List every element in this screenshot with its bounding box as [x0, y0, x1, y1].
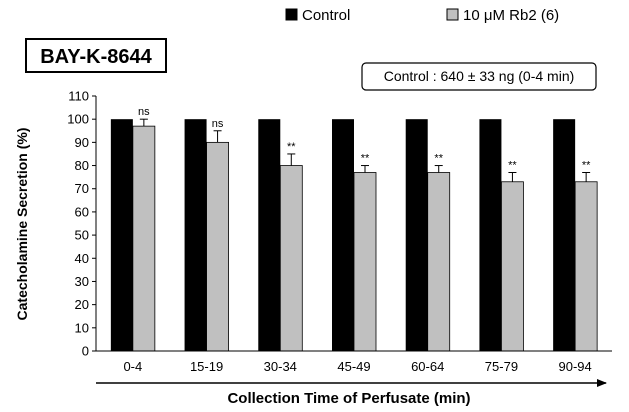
x-axis-title: Collection Time of Perfusate (min): [227, 390, 470, 407]
significance-label: ns: [138, 106, 150, 118]
bar-control: [553, 119, 576, 351]
bar-control: [258, 119, 281, 351]
legend-swatch-rb2: [446, 8, 459, 21]
panel-label-text: BAY-K-8644: [40, 46, 152, 68]
y-tick-label: 40: [75, 251, 89, 266]
bar-control: [405, 119, 428, 351]
significance-label: **: [434, 153, 443, 165]
x-tick-label: 15-19: [190, 359, 223, 374]
bar-rb2: [427, 172, 451, 352]
bar-rb2: [574, 181, 598, 352]
y-tick-label: 10: [75, 320, 89, 335]
y-tick-label: 80: [75, 158, 89, 173]
bar-rb2: [132, 125, 156, 352]
annotation-box: [361, 62, 597, 91]
legend-swatch-control: [285, 8, 298, 21]
y-tick-label: 90: [75, 135, 89, 150]
y-tick-label: 20: [75, 297, 89, 312]
legend-label-control: Control: [302, 7, 350, 24]
panel-label: BAY-K-8644: [25, 38, 167, 73]
annotation-text: Control : 640 ± 33 ng (0-4 min): [384, 68, 575, 84]
bar-control: [184, 119, 207, 351]
x-axis: 0-4 15-19 30-34 45-49 60-64 75-79 90-94: [96, 350, 612, 374]
x-tick-label: 60-64: [411, 359, 444, 374]
significance-label: ns: [212, 118, 224, 130]
legend-label-rb2: 10 μM Rb2 (6): [463, 7, 559, 24]
x-tick-label: 75-79: [485, 359, 518, 374]
x-tick-label: 30-34: [264, 359, 297, 374]
control-annotation: Control : 640 ± 33 ng (0-4 min): [361, 62, 597, 91]
bar-control: [332, 119, 354, 351]
bar-rb2: [353, 172, 377, 352]
bar-rb2: [206, 141, 229, 352]
bar-control: [110, 119, 133, 351]
y-tick-label: 60: [75, 204, 89, 219]
legend: Control 10 μM Rb2 (6): [285, 7, 559, 24]
x-tick-label: 0-4: [123, 359, 142, 374]
significance-label: **: [361, 153, 370, 165]
y-tick-label: 110: [68, 89, 89, 104]
bar-control: [479, 119, 502, 351]
x-tick-label: 45-49: [337, 359, 370, 374]
y-axis-title: Catecholamine Secretion (%): [14, 128, 30, 321]
bar-rb2: [501, 181, 524, 352]
bar-rb2: [279, 165, 303, 352]
x-tick-label: 90-94: [559, 359, 592, 374]
significance-label: **: [582, 160, 591, 172]
y-tick-label: 50: [75, 228, 89, 243]
significance-label: **: [508, 160, 517, 172]
y-tick-label: 0: [82, 344, 89, 359]
y-tick-label: 70: [75, 181, 89, 196]
panel-label-box: [25, 38, 167, 73]
significance-label: **: [287, 141, 296, 153]
y-axis: 0 10 20 30 40 50 60 70 80 90 100 110: [67, 89, 97, 359]
y-tick-label: 30: [75, 274, 89, 289]
bars: ns ns ** ** ** ** **: [110, 106, 598, 352]
y-tick-label: 100: [67, 112, 89, 127]
